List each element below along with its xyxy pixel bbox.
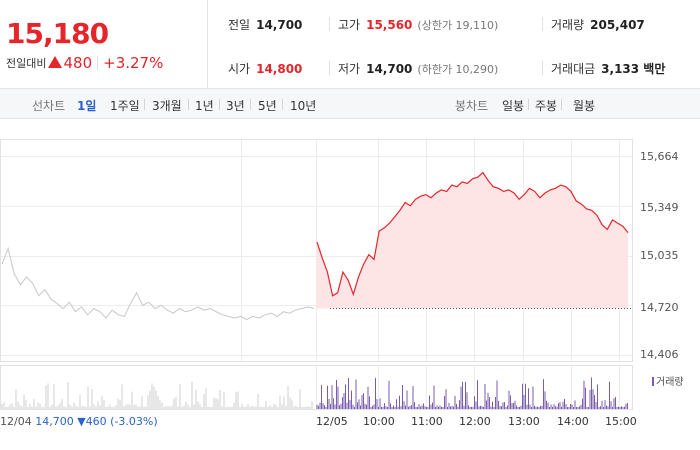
divider bbox=[542, 61, 543, 75]
tab-1w[interactable]: 1주일 bbox=[110, 99, 140, 113]
low-stat: 저가 14,700 (하한가 10,290) bbox=[338, 60, 498, 77]
tab-daily-candle[interactable]: 일봉 bbox=[502, 99, 525, 113]
divider bbox=[329, 61, 330, 75]
y-tick-label: 14,406 bbox=[640, 348, 679, 361]
prev-close-label: 전일 bbox=[228, 18, 251, 32]
y-tick-label: 14,720 bbox=[640, 301, 679, 314]
tab-5y[interactable]: 5년 bbox=[258, 99, 277, 113]
divider bbox=[250, 99, 251, 110]
y-tick-label: 15,035 bbox=[640, 249, 679, 262]
tab-10y[interactable]: 10년 bbox=[290, 99, 317, 113]
x-tick-label: 10:00 bbox=[363, 415, 395, 428]
x-tick-label: 11:00 bbox=[411, 415, 443, 428]
trade-value-value: 3,133 백만 bbox=[601, 62, 666, 76]
tab-3y[interactable]: 3년 bbox=[226, 99, 245, 113]
tab-3m[interactable]: 3개월 bbox=[152, 99, 182, 113]
y-tick-label: 15,664 bbox=[640, 150, 679, 163]
upper-limit: (상한가 19,110) bbox=[417, 19, 499, 32]
x-tick-label: 13:00 bbox=[508, 415, 540, 428]
trade-value-label: 거래대금 bbox=[551, 62, 596, 76]
divider bbox=[329, 17, 330, 31]
high-value: 15,560 bbox=[366, 18, 413, 32]
candle-chart-group-label: 봉차트 bbox=[455, 99, 489, 113]
prev-close-value: 14,700 bbox=[256, 18, 303, 32]
prev-day-info: 12/04 14,700 ▼460 (-3.03%) bbox=[0, 415, 158, 428]
open-label: 시가 bbox=[228, 62, 251, 76]
volume-legend: 거래량 bbox=[652, 373, 684, 388]
tab-monthly-candle[interactable]: 월봉 bbox=[573, 99, 596, 113]
open-value: 14,800 bbox=[256, 62, 303, 76]
y-tick-label: 15,349 bbox=[640, 201, 679, 214]
divider bbox=[542, 17, 543, 31]
price-chart-svg bbox=[0, 139, 633, 410]
tab-1y[interactable]: 1년 bbox=[195, 99, 214, 113]
tab-1d[interactable]: 1일 bbox=[77, 99, 97, 113]
prev-day-line bbox=[1, 246, 315, 321]
x-tick-label: 12:00 bbox=[459, 415, 491, 428]
trade-value-stat: 거래대금 3,133 백만 bbox=[551, 60, 665, 77]
current-price: 15,180 bbox=[6, 17, 109, 50]
open-stat: 시가 14,800 bbox=[228, 60, 302, 77]
change-amount: 480 bbox=[63, 54, 93, 72]
price-chart: 15,664 15,349 15,035 14,720 14,406 거래량 1… bbox=[0, 119, 700, 450]
prev-day-pct: (-3.03%) bbox=[110, 415, 158, 428]
today-area-fill bbox=[317, 172, 628, 309]
divider bbox=[144, 99, 145, 110]
line-chart-group-label: 선차트 bbox=[32, 99, 66, 113]
lower-limit: (하한가 10,290) bbox=[417, 63, 499, 76]
x-tick-label: 12/05 bbox=[316, 415, 348, 428]
low-label: 저가 bbox=[338, 62, 361, 76]
divider bbox=[561, 99, 562, 110]
high-label: 고가 bbox=[338, 18, 361, 32]
x-tick-label: 15:00 bbox=[605, 415, 637, 428]
change-line: 전일대비 480 +3.27% bbox=[6, 54, 163, 72]
price-box: 15,180 전일대비 480 +3.27% bbox=[0, 0, 208, 89]
divider bbox=[188, 99, 189, 110]
x-tick-label: 14:00 bbox=[557, 415, 589, 428]
high-stat: 고가 15,560 (상한가 19,110) bbox=[338, 16, 498, 33]
plot-frame bbox=[0, 139, 633, 362]
volume-value: 205,407 bbox=[590, 18, 645, 32]
prev-day-change: ▼460 bbox=[77, 415, 107, 428]
divider bbox=[282, 99, 283, 110]
divider bbox=[219, 99, 220, 110]
volume-legend-label: 거래량 bbox=[656, 377, 684, 388]
volume-stat: 거래량 205,407 bbox=[551, 16, 645, 33]
prev-day-date: 12/04 bbox=[0, 415, 32, 428]
chart-period-tabs: 선차트 1일 1주일 3개월 1년 3년 5년 10년 봉차트 일봉 주봉 월봉 bbox=[0, 89, 700, 119]
low-value: 14,700 bbox=[366, 62, 413, 76]
tab-weekly-candle[interactable]: 주봉 bbox=[535, 99, 558, 113]
prev-day-close: 14,700 bbox=[35, 415, 74, 428]
change-label: 전일대비 bbox=[6, 57, 47, 70]
volume-legend-swatch bbox=[652, 377, 654, 386]
change-percent: +3.27% bbox=[103, 54, 164, 72]
volume-label: 거래량 bbox=[551, 18, 585, 32]
divider bbox=[528, 99, 529, 110]
today-price-line bbox=[316, 171, 629, 297]
divider bbox=[97, 56, 99, 70]
prev-close-stat: 전일 14,700 bbox=[228, 16, 302, 33]
stock-summary-panel: 15,180 전일대비 480 +3.27% 전일 14,700 고가 15,560 (상… bbox=[0, 0, 700, 89]
up-triangle-icon bbox=[48, 56, 63, 68]
volume-frame bbox=[0, 365, 633, 410]
